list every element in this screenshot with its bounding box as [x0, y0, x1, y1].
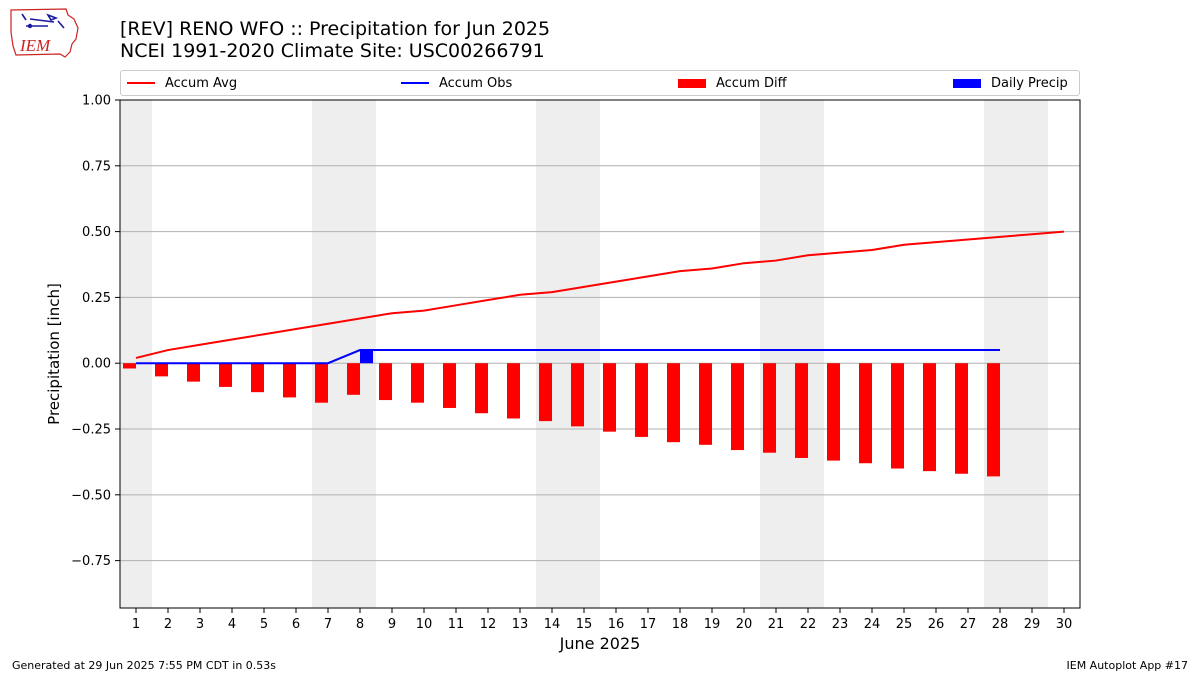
accum-diff-bar: [891, 363, 904, 469]
legend-label-accum-obs: Accum Obs: [439, 75, 513, 91]
legend-swatch-accum-avg: [127, 82, 155, 84]
chart-subtitle: NCEI 1991-2020 Climate Site: USC00266791: [120, 40, 545, 62]
y-tick-label: 1.00: [82, 94, 111, 109]
legend-item-accum-diff: Accum Diff: [678, 74, 787, 92]
state-outline: [10, 8, 79, 58]
accum-obs-line: [136, 349, 1000, 365]
y-tick-label: −0.25: [71, 423, 111, 438]
x-tick-label: 30: [1056, 617, 1073, 632]
accum-diff-bar: [923, 363, 936, 472]
accum-diff-bar: [827, 363, 840, 461]
logo-text: IEM: [19, 36, 51, 55]
generated-timestamp: Generated at 29 Jun 2025 7:55 PM CDT in …: [12, 659, 277, 672]
legend-item-accum-obs: Accum Obs: [401, 74, 512, 92]
legend-swatch-daily-precip: [953, 78, 981, 88]
y-tick-label: −0.50: [71, 488, 111, 503]
chart-title: [REV] RENO WFO :: Precipitation for Jun …: [120, 18, 551, 40]
x-tick-label: 15: [576, 617, 593, 632]
y-tick-label: 0.00: [82, 357, 111, 372]
accum-avg-line: [135, 230, 1065, 359]
x-axis-label: June 2025: [559, 634, 641, 653]
y-tick-label: 0.25: [82, 291, 111, 306]
legend-swatch-accum-obs: [401, 82, 429, 84]
x-tick-label: 27: [960, 617, 977, 632]
x-tick-label: 24: [864, 617, 881, 632]
accum-diff-bar: [251, 363, 264, 393]
legend-swatch-accum-diff: [678, 78, 706, 88]
accum-diff-bar: [187, 363, 200, 382]
accum-diff-bar: [763, 363, 776, 453]
accum-diff-bar: [475, 363, 488, 414]
accum-diff-bar: [603, 363, 616, 432]
accum-diff-bar: [443, 363, 456, 408]
accum-diff-bar: [155, 363, 168, 377]
x-tick-label: 23: [832, 617, 849, 632]
x-tick-label: 22: [800, 617, 817, 632]
x-tick-label: 9: [388, 617, 396, 632]
legend-label-accum-avg: Accum Avg: [165, 75, 238, 91]
x-tick-label: 12: [480, 617, 497, 632]
x-tick-label: 13: [512, 617, 529, 632]
x-tick-label: 10: [416, 617, 433, 632]
x-tick-label: 8: [356, 617, 364, 632]
legend-label-daily-precip: Daily Precip: [991, 75, 1068, 91]
x-tick-label: 18: [672, 617, 689, 632]
legend: Accum Avg Accum Obs Accum Diff Daily Pre…: [120, 70, 1080, 96]
x-tick-label: 19: [704, 617, 721, 632]
weather-dot: [27, 23, 33, 29]
accum-diff-bar: [379, 363, 392, 401]
weekend-shade: [984, 100, 1048, 608]
legend-item-daily-precip: Daily Precip: [953, 74, 1068, 92]
accum-diff-bar: [283, 363, 296, 398]
accum-diff-bar: [699, 363, 712, 445]
accum-diff-bar: [219, 363, 232, 387]
x-tick-label: 17: [640, 617, 657, 632]
accum-diff-bar: [571, 363, 584, 427]
y-tick-label: 0.75: [82, 159, 111, 174]
accum-diff-bar: [635, 363, 648, 437]
weekend-shade: [760, 100, 824, 608]
x-tick-label: 14: [544, 617, 561, 632]
accum-diff-bar: [507, 363, 520, 419]
x-tick-label: 28: [992, 617, 1009, 632]
x-tick-label: 2: [164, 617, 172, 632]
y-axis-label: Precipitation [inch]: [45, 283, 63, 425]
accum-diff-bar: [123, 363, 136, 369]
x-tick-label: 6: [292, 617, 300, 632]
accum-diff-bar: [731, 363, 744, 451]
x-tick-label: 1: [132, 617, 140, 632]
iem-logo: IEM: [10, 8, 79, 58]
legend-item-accum-avg: Accum Avg: [127, 74, 237, 92]
accum-diff-bar: [539, 363, 552, 422]
x-tick-label: 16: [608, 617, 625, 632]
x-tick-label: 7: [324, 617, 332, 632]
x-tick-label: 3: [196, 617, 204, 632]
x-tick-label: 5: [260, 617, 268, 632]
accum-diff-bar: [859, 363, 872, 464]
x-tick-label: 21: [768, 617, 785, 632]
accum-diff-bar: [411, 363, 424, 403]
x-tick-label: 4: [228, 617, 236, 632]
x-tick-label: 29: [1024, 617, 1041, 632]
legend-label-accum-diff: Accum Diff: [716, 75, 787, 91]
accum-diff-bar: [795, 363, 808, 458]
weekend-shade: [120, 100, 152, 608]
plot-frame: [119, 99, 1081, 609]
accum-diff-bar: [955, 363, 968, 474]
y-tick-label: 0.50: [82, 225, 111, 240]
weather-symbols: [21, 13, 65, 29]
weekend-shade: [536, 100, 600, 608]
x-tick-label: 11: [448, 617, 465, 632]
x-tick-label: 25: [896, 617, 913, 632]
accum-diff-bar: [315, 363, 328, 403]
app-label: IEM Autoplot App #17: [1066, 659, 1189, 672]
accum-diff-bar: [347, 363, 360, 395]
x-tick-label: 26: [928, 617, 945, 632]
accum-diff-bar: [667, 363, 680, 443]
y-tick-label: −0.75: [71, 554, 111, 569]
accum-diff-bar: [987, 363, 1000, 477]
daily-precip-bar: [360, 350, 373, 364]
x-tick-label: 20: [736, 617, 753, 632]
